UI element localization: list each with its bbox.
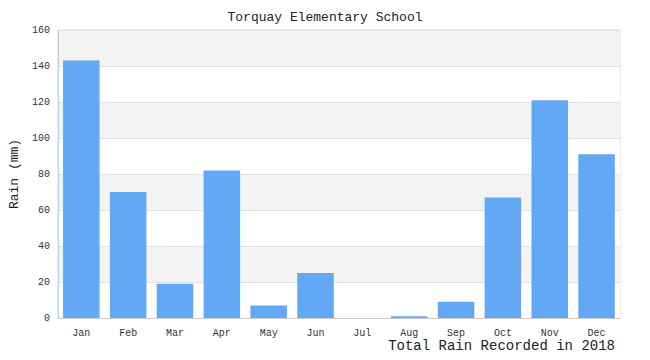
svg-text:Oct: Oct xyxy=(494,328,512,339)
svg-text:160: 160 xyxy=(32,25,50,36)
svg-text:60: 60 xyxy=(38,205,50,216)
svg-text:40: 40 xyxy=(38,241,50,252)
svg-text:May: May xyxy=(260,328,278,339)
svg-text:120: 120 xyxy=(32,97,50,108)
svg-text:Total Rain Recorded in 2018: Total Rain Recorded in 2018 xyxy=(388,338,615,354)
svg-text:Apr: Apr xyxy=(213,328,231,339)
svg-text:Jul: Jul xyxy=(353,328,371,339)
svg-text:Rain (mm): Rain (mm) xyxy=(7,139,22,209)
svg-text:Mar: Mar xyxy=(166,328,184,339)
svg-text:80: 80 xyxy=(38,169,50,180)
svg-text:Sep: Sep xyxy=(447,328,465,339)
svg-text:Torquay Elementary School: Torquay Elementary School xyxy=(227,10,422,25)
svg-text:20: 20 xyxy=(38,277,50,288)
svg-text:Jun: Jun xyxy=(307,328,325,339)
svg-text:100: 100 xyxy=(32,133,50,144)
svg-text:0: 0 xyxy=(44,313,50,324)
svg-text:Aug: Aug xyxy=(400,328,418,339)
svg-text:Feb: Feb xyxy=(119,328,137,339)
svg-text:Dec: Dec xyxy=(588,328,606,339)
svg-text:140: 140 xyxy=(32,61,50,72)
svg-text:Jan: Jan xyxy=(72,328,90,339)
svg-text:Nov: Nov xyxy=(541,328,559,339)
